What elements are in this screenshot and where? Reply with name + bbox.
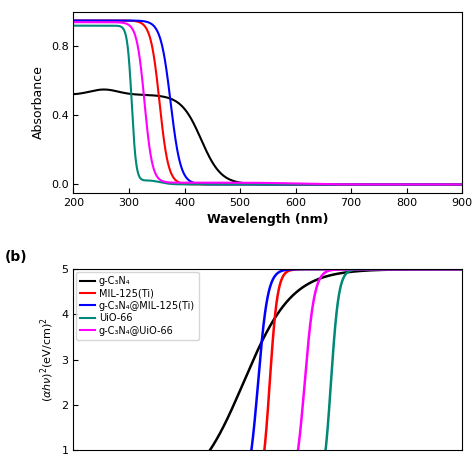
Legend: g-C₃N₄, MIL-125(Ti), g-C₃N₄@MIL-125(Ti), UiO-66, g-C₃N₄@UiO-66: g-C₃N₄, MIL-125(Ti), g-C₃N₄@MIL-125(Ti),…	[76, 272, 199, 339]
Y-axis label: $(\alpha h\nu)^2$(eV/cm)$^2$: $(\alpha h\nu)^2$(eV/cm)$^2$	[38, 318, 56, 402]
Y-axis label: Absorbance: Absorbance	[32, 65, 46, 139]
X-axis label: Wavelength (nm): Wavelength (nm)	[207, 213, 328, 227]
Text: (b): (b)	[5, 250, 27, 264]
